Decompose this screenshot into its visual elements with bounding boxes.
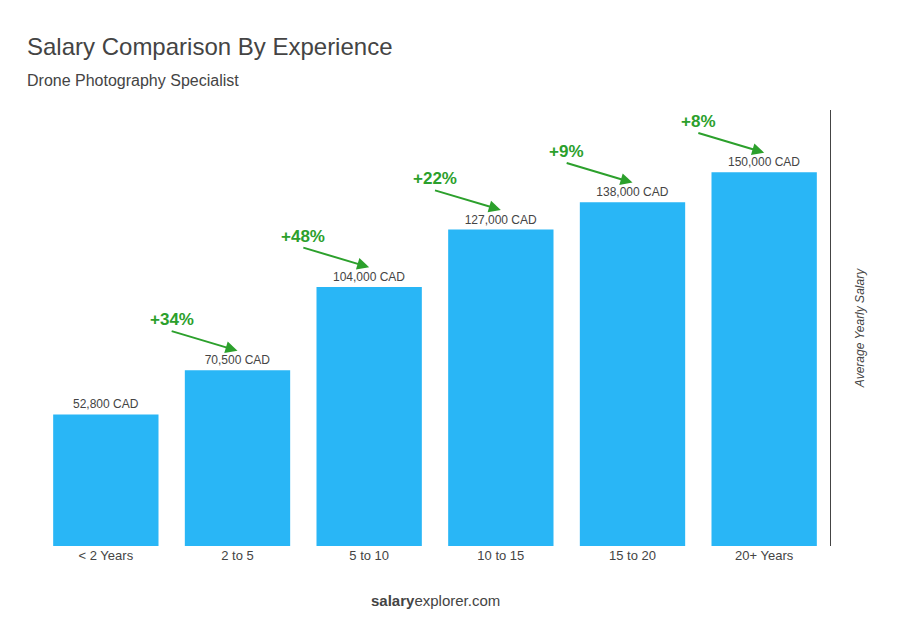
svg-text:+9%: +9% [549,142,584,161]
svg-text:104,000 CAD: 104,000 CAD [333,270,405,284]
svg-text:150,000 CAD: 150,000 CAD [728,155,800,169]
svg-text:salaryexplorer.com: salaryexplorer.com [371,592,500,609]
svg-text:Drone Photography Specialist: Drone Photography Specialist [27,72,239,89]
svg-text:20+ Years: 20+ Years [735,548,794,563]
svg-text:Average Yearly Salary: Average Yearly Salary [853,268,867,388]
svg-text:10 to 15: 10 to 15 [477,548,524,563]
svg-text:+22%: +22% [413,169,457,188]
svg-text:70,500 CAD: 70,500 CAD [205,353,271,367]
svg-text:Salary Comparison By Experienc: Salary Comparison By Experience [27,33,393,60]
svg-text:+34%: +34% [150,310,194,329]
svg-text:138,000 CAD: 138,000 CAD [596,185,668,199]
svg-text:5 to 10: 5 to 10 [349,548,389,563]
svg-text:+8%: +8% [681,112,716,131]
svg-text:2 to 5: 2 to 5 [221,548,254,563]
svg-text:52,800 CAD: 52,800 CAD [73,397,139,411]
svg-text:< 2 Years: < 2 Years [79,548,134,563]
svg-text:127,000 CAD: 127,000 CAD [465,213,537,227]
svg-text:15 to 20: 15 to 20 [609,548,656,563]
svg-text:+48%: +48% [281,227,325,246]
